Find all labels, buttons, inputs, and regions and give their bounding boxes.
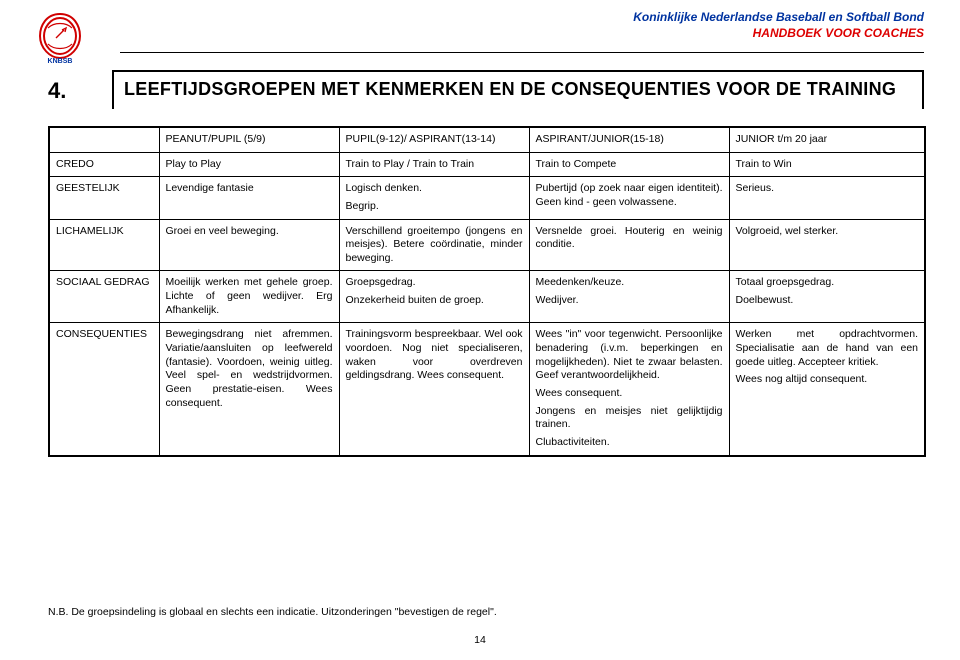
- table-cell: Train to Play / Train to Train: [339, 152, 529, 177]
- cell-paragraph: Wees consequent.: [536, 387, 723, 401]
- cell-paragraph: PUPIL(9-12)/ ASPIRANT(13-14): [346, 133, 523, 147]
- table-cell: Moeilijk werken met gehele groep. Lichte…: [159, 271, 339, 323]
- row-label: LICHAMELIJK: [49, 219, 159, 271]
- cell-paragraph: Verschillend groeitempo (jongens en meis…: [346, 225, 523, 266]
- cell-paragraph: LICHAMELIJK: [56, 225, 153, 239]
- table-cell: Logisch denken. Begrip.: [339, 177, 529, 219]
- cell-paragraph: Levendige fantasie: [166, 182, 333, 196]
- age-groups-table: PEANUT/PUPIL (5/9) PUPIL(9-12)/ ASPIRANT(…: [48, 126, 926, 457]
- footnote: N.B. De groepsindeling is globaal en sle…: [48, 606, 497, 618]
- table-cell: Volgroeid, wel sterker.: [729, 219, 925, 271]
- cell-paragraph: Logisch denken.: [346, 182, 523, 196]
- table-cell: Groepsgedrag. Onzekerheid buiten de groep…: [339, 271, 529, 323]
- table-cell: Train to Compete: [529, 152, 729, 177]
- cell-paragraph: Doelbewust.: [736, 294, 919, 308]
- cell-paragraph: Volgroeid, wel sterker.: [736, 225, 919, 239]
- cell-paragraph: Trainingsvorm bespreekbaar. Wel ook voor…: [346, 328, 523, 383]
- section-number: 4.: [48, 78, 66, 104]
- cell-paragraph: Train to Win: [736, 158, 919, 172]
- column-header: PUPIL(9-12)/ ASPIRANT(13-14): [339, 127, 529, 152]
- cell-paragraph: Wees nog altijd consequent.: [736, 373, 919, 387]
- svg-text:KNBSB: KNBSB: [48, 58, 73, 64]
- table-cell: Trainingsvorm bespreekbaar. Wel ook voor…: [339, 323, 529, 456]
- table-cell: Levendige fantasie: [159, 177, 339, 219]
- cell-paragraph: CONSEQUENTIES: [56, 328, 153, 342]
- table-cell: Wees "in" voor tegenwicht. Persoonlijke …: [529, 323, 729, 456]
- table-cell: Pubertijd (op zoek naar eigen identiteit…: [529, 177, 729, 219]
- column-header: ASPIRANT/JUNIOR(15-18): [529, 127, 729, 152]
- table-cell: Totaal groepsgedrag. Doelbewust.: [729, 271, 925, 323]
- page-title: LEEFTIJDSGROEPEN MET KENMERKEN EN DE CON…: [124, 78, 912, 101]
- cell-paragraph: Groei en veel beweging.: [166, 225, 333, 239]
- cell-paragraph: SOCIAAL GEDRAG: [56, 276, 153, 290]
- cell-paragraph: Groepsgedrag.: [346, 276, 523, 290]
- cell-paragraph: Meedenken/keuze.: [536, 276, 723, 290]
- table-cell: Serieus.: [729, 177, 925, 219]
- cell-paragraph: Versnelde groei. Houterig en weinig cond…: [536, 225, 723, 252]
- page-number: 14: [0, 634, 960, 646]
- cell-paragraph: Serieus.: [736, 182, 919, 196]
- title-box: LEEFTIJDSGROEPEN MET KENMERKEN EN DE CON…: [112, 70, 924, 109]
- cell-paragraph: Werken met opdrachtvormen. Specialisatie…: [736, 328, 919, 369]
- cell-paragraph: Clubactiviteiten.: [536, 436, 723, 450]
- cell-paragraph: Moeilijk werken met gehele groep. Lichte…: [166, 276, 333, 317]
- header-line-2: HANDBOEK VOOR COACHES: [633, 26, 924, 40]
- cell-paragraph: Train to Compete: [536, 158, 723, 172]
- table-cell: Train to Win: [729, 152, 925, 177]
- header-line-1: Koninklijke Nederlandse Baseball en Soft…: [633, 10, 924, 24]
- row-label: SOCIAAL GEDRAG: [49, 271, 159, 323]
- table-cell: Verschillend groeitempo (jongens en meis…: [339, 219, 529, 271]
- header-divider: [120, 52, 924, 53]
- cell-paragraph: Begrip.: [346, 200, 523, 214]
- table-cell: Meedenken/keuze. Wedijver.: [529, 271, 729, 323]
- cell-paragraph: JUNIOR t/m 20 jaar: [736, 133, 919, 147]
- table-cell: Groei en veel beweging.: [159, 219, 339, 271]
- table-cell: Bewegingsdrang niet afremmen. Variatie/a…: [159, 323, 339, 456]
- cell-paragraph: Play to Play: [166, 158, 333, 172]
- cell-paragraph: Wedijver.: [536, 294, 723, 308]
- row-label: CREDO: [49, 152, 159, 177]
- cell-paragraph: GEESTELIJK: [56, 182, 153, 196]
- cell-paragraph: PEANUT/PUPIL (5/9): [166, 133, 333, 147]
- table-cell: Werken met opdrachtvormen. Specialisatie…: [729, 323, 925, 456]
- cell-paragraph: Bewegingsdrang niet afremmen. Variatie/a…: [166, 328, 333, 410]
- row-label: CONSEQUENTIES: [49, 323, 159, 456]
- cell-paragraph: Pubertijd (op zoek naar eigen identiteit…: [536, 182, 723, 209]
- row-label: GEESTELIJK: [49, 177, 159, 219]
- cell-paragraph: CREDO: [56, 158, 153, 172]
- cell-paragraph: Onzekerheid buiten de groep.: [346, 294, 523, 308]
- column-header-empty: [49, 127, 159, 152]
- cell-paragraph: Jongens en meisjes niet gelijktijdig tra…: [536, 405, 723, 432]
- cell-paragraph: ASPIRANT/JUNIOR(15-18): [536, 133, 723, 147]
- table-cell: Play to Play: [159, 152, 339, 177]
- cell-paragraph: Train to Play / Train to Train: [346, 158, 523, 172]
- cell-paragraph: Totaal groepsgedrag.: [736, 276, 919, 290]
- knbsb-logo: KNBSB: [32, 8, 88, 64]
- table-cell: Versnelde groei. Houterig en weinig cond…: [529, 219, 729, 271]
- cell-paragraph: Wees "in" voor tegenwicht. Persoonlijke …: [536, 328, 723, 383]
- column-header: JUNIOR t/m 20 jaar: [729, 127, 925, 152]
- page-header: Koninklijke Nederlandse Baseball en Soft…: [633, 10, 924, 40]
- column-header: PEANUT/PUPIL (5/9): [159, 127, 339, 152]
